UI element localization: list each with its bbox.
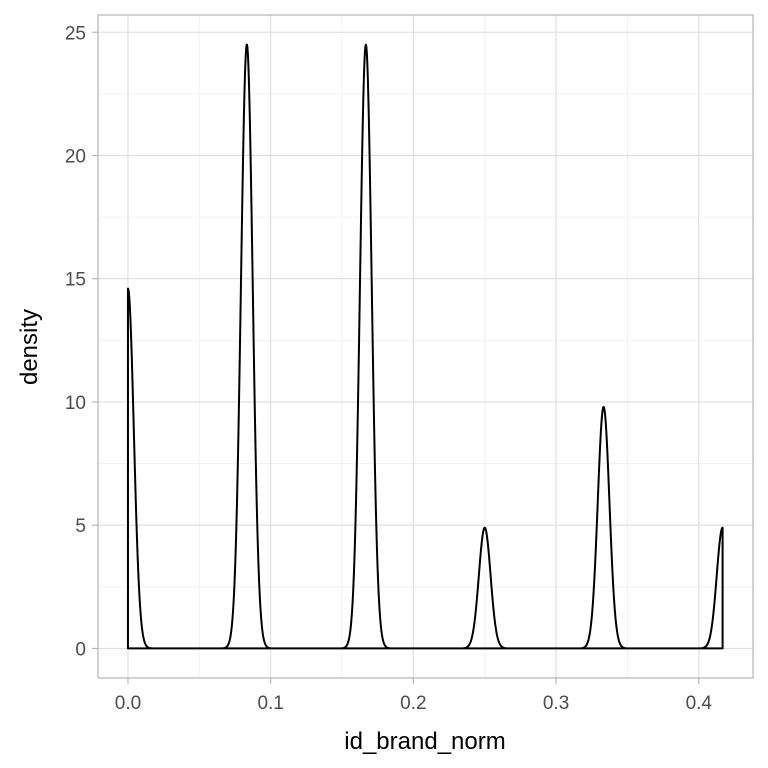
x-tick-label: 0.2 [400,693,426,714]
x-tick-label: 0.1 [257,693,283,714]
y-tick-label: 15 [65,270,86,291]
y-tick-label: 25 [65,23,86,44]
grid-lines [98,15,753,678]
x-tick-label: 0.0 [115,693,141,714]
y-tick-label: 0 [75,639,86,660]
x-axis-title: id_brand_norm [344,728,505,755]
density-series [126,43,724,650]
axis-ticks: 0.0 0.1 0.2 0.3 0.4 0 5 10 15 20 25 [65,23,713,714]
x-tick-label: 0.4 [686,693,713,714]
density-curve [126,43,724,650]
x-tick-label: 0.3 [543,693,569,714]
y-tick-label: 20 [65,146,86,167]
y-axis-title: density [16,309,43,385]
panel-border [97,14,754,679]
y-tick-label: 10 [65,393,86,414]
y-tick-label: 5 [75,516,86,537]
